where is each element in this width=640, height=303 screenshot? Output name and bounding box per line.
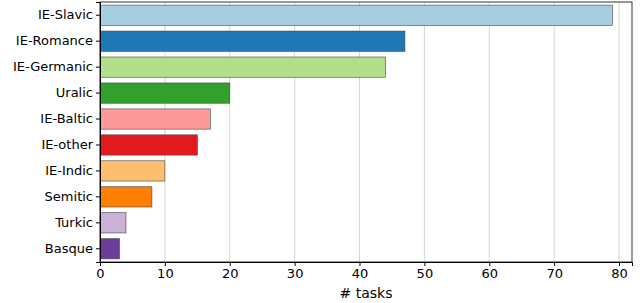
y-tick: IE-Slavic [38, 7, 100, 22]
y-tick: IE-Baltic [40, 111, 100, 126]
x-tick-label: 60 [481, 266, 498, 281]
x-tick-label: 30 [287, 266, 304, 281]
y-tick: IE-Indic [45, 163, 100, 178]
y-axis: IE-Slavic IE-Romance IE-Germanic Uralic IE-B… [13, 3, 101, 263]
chart: 0 10 20 30 40 50 60 70 80 IE-Slavic IE-Romance IE-G… [0, 0, 640, 303]
y-tick: Basque [45, 241, 100, 256]
x-tick: 40 [352, 262, 369, 281]
plot: 0 10 20 30 40 50 60 70 80 IE-Slavic IE-Romance IE-G… [13, 2, 633, 281]
x-tick: 10 [157, 262, 174, 281]
bar [100, 213, 126, 233]
bar [100, 161, 165, 181]
bar [100, 187, 152, 207]
bar [100, 239, 119, 259]
grid [100, 2, 619, 262]
y-tick: IE-other [41, 137, 100, 152]
y-tick: Turkic [54, 215, 100, 230]
x-tick: 70 [546, 262, 563, 281]
y-tick-mark [96, 248, 100, 249]
y-tick-mark [96, 119, 100, 120]
y-tick: IE-Germanic [13, 59, 100, 74]
x-tick: 60 [481, 262, 498, 281]
y-tick-mark [96, 144, 100, 145]
y-tick-mark [96, 170, 100, 171]
bars [100, 5, 613, 259]
bar [100, 109, 210, 129]
x-tick: 30 [287, 262, 304, 281]
y-tick-label: IE-other [41, 137, 93, 152]
y-tick: IE-Romance [16, 33, 100, 48]
x-tick: 80 [611, 262, 628, 281]
x-tick-label: 40 [352, 266, 369, 281]
y-tick-label: Turkic [54, 215, 93, 230]
grid-line [489, 2, 490, 262]
x-tick-label: 70 [546, 266, 563, 281]
y-tick-label: IE-Slavic [38, 7, 93, 22]
y-tick-mark [96, 196, 100, 197]
bar [100, 135, 197, 155]
y-tick: Semitic [45, 189, 100, 204]
plot-frame [100, 2, 632, 262]
grid-line [424, 2, 425, 262]
bar [100, 83, 230, 103]
y-tick-label: IE-Germanic [13, 59, 93, 74]
y-axis-line [96, 3, 101, 263]
grid-line [619, 2, 620, 262]
y-tick-mark [96, 67, 100, 68]
x-tick-label: 50 [417, 266, 434, 281]
x-axis-title: # tasks [340, 285, 393, 301]
y-tick-label: IE-Indic [45, 163, 93, 178]
x-tick-label: 10 [157, 266, 174, 281]
y-tick-label: IE-Romance [16, 33, 93, 48]
y-tick-mark [96, 93, 100, 94]
x-tick: 20 [222, 262, 239, 281]
x-tick-label: 20 [222, 266, 239, 281]
x-tick-label: 80 [611, 266, 628, 281]
y-tick-mark [96, 15, 100, 16]
grid-line [554, 2, 555, 262]
y-tick: Uralic [56, 85, 100, 100]
x-tick: 50 [417, 262, 434, 281]
y-tick-mark [96, 222, 100, 223]
x-axis: 0 10 20 30 40 50 60 70 80 [96, 262, 632, 281]
y-tick-label: Semitic [45, 189, 93, 204]
x-tick: 0 [96, 262, 104, 281]
y-tick-label: Basque [45, 241, 93, 256]
bar [100, 57, 385, 77]
y-tick-label: Uralic [56, 85, 93, 100]
y-tick-label: IE-Baltic [40, 111, 93, 126]
bar [100, 31, 405, 51]
x-tick-label: 0 [96, 266, 104, 281]
bar [100, 5, 613, 25]
y-tick-mark [96, 41, 100, 42]
